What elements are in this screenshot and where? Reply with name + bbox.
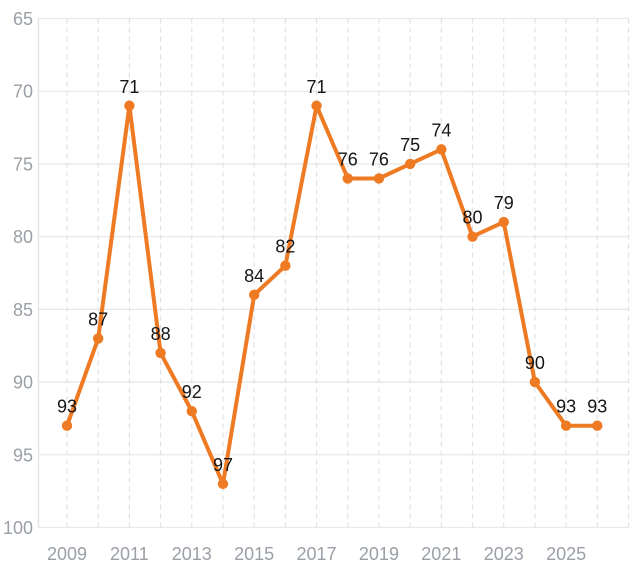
data-point-marker[interactable] xyxy=(467,231,478,242)
data-point-marker[interactable] xyxy=(92,333,104,344)
y-tick-label: 100 xyxy=(3,518,33,538)
y-tick-label: 70 xyxy=(13,82,33,102)
x-tick-label: 2009 xyxy=(47,544,87,564)
data-point-label: 80 xyxy=(463,208,483,228)
data-point-label: 84 xyxy=(244,266,264,286)
x-tick-label: 2023 xyxy=(484,544,524,564)
data-point-label: 71 xyxy=(307,77,327,97)
x-tick-label: 2025 xyxy=(546,544,586,564)
data-point-label: 92 xyxy=(182,382,202,402)
y-tick-label: 65 xyxy=(13,9,33,29)
data-point-marker[interactable] xyxy=(248,289,260,301)
data-point-marker[interactable] xyxy=(124,100,135,111)
data-point-marker[interactable] xyxy=(342,173,353,184)
data-point-marker[interactable] xyxy=(436,144,447,155)
data-point-label: 87 xyxy=(88,309,108,329)
data-point-marker[interactable] xyxy=(217,478,229,490)
data-point-marker[interactable] xyxy=(498,216,509,228)
data-point-label: 76 xyxy=(369,149,389,169)
data-point-label: 71 xyxy=(119,77,139,97)
data-point-label: 93 xyxy=(587,397,607,417)
y-tick-label: 95 xyxy=(13,445,33,465)
data-point-label: 76 xyxy=(338,149,358,169)
data-point-label: 90 xyxy=(525,353,545,373)
data-point-label: 75 xyxy=(400,135,420,155)
data-point-label: 97 xyxy=(213,455,233,475)
y-tick-label: 90 xyxy=(13,373,33,393)
data-point-marker[interactable] xyxy=(61,420,73,431)
data-point-label: 88 xyxy=(151,324,171,344)
data-point-marker[interactable] xyxy=(529,376,541,388)
data-point-marker[interactable] xyxy=(592,420,603,431)
data-point-marker[interactable] xyxy=(155,347,166,359)
data-point-label: 74 xyxy=(431,120,451,140)
data-point-marker[interactable] xyxy=(280,260,291,271)
data-point-label: 93 xyxy=(556,397,576,417)
data-point-marker[interactable] xyxy=(373,173,385,184)
x-tick-label: 2011 xyxy=(110,544,149,564)
data-point-label: 93 xyxy=(57,397,77,417)
y-tick-label: 85 xyxy=(13,300,33,320)
data-point-marker[interactable] xyxy=(186,405,197,417)
series-line xyxy=(65,103,600,486)
y-tick-label: 80 xyxy=(13,227,33,247)
data-point-marker[interactable] xyxy=(404,158,416,170)
data-point-marker[interactable] xyxy=(311,100,322,111)
x-tick-label: 2017 xyxy=(297,544,337,564)
x-tick-label: 2019 xyxy=(359,544,399,564)
y-tick-label: 75 xyxy=(13,154,33,174)
x-tick-label: 2015 xyxy=(234,544,274,564)
data-point-label: 79 xyxy=(494,193,514,213)
x-tick-label: 2013 xyxy=(172,544,212,564)
data-point-label: 82 xyxy=(275,237,295,257)
x-tick-label: 2021 xyxy=(421,544,461,564)
data-point-marker[interactable] xyxy=(560,420,572,431)
